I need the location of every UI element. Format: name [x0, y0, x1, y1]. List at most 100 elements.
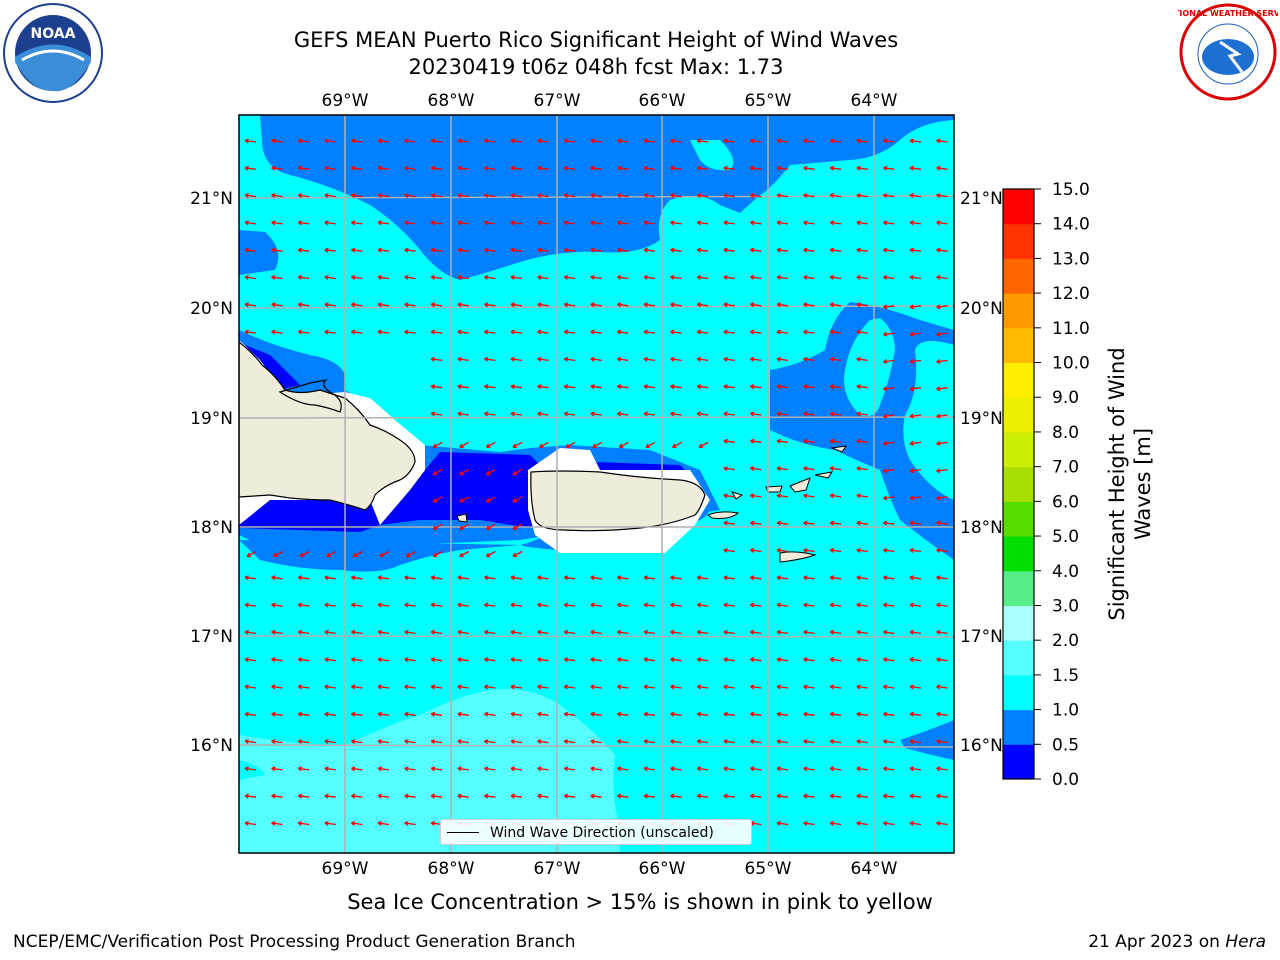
wind-wave-arrow	[936, 468, 948, 474]
wind-wave-arrow	[776, 138, 789, 144]
wind-wave-arrow	[909, 684, 922, 690]
wave-height-field	[239, 115, 954, 853]
wind-wave-arrow	[856, 329, 868, 335]
colorbar-bin	[1003, 293, 1034, 329]
wind-wave-arrow	[563, 220, 576, 226]
wind-wave-arrow	[484, 629, 496, 635]
wind-wave-arrow	[537, 220, 549, 226]
wind-wave-arrow	[617, 684, 629, 690]
wind-wave-arrow	[430, 684, 443, 690]
wind-wave-arrow	[936, 193, 948, 198]
wind-wave-arrow	[696, 793, 709, 799]
wind-wave-arrow	[617, 356, 629, 362]
wind-wave-arrow	[803, 684, 815, 690]
wind-wave-arrow	[244, 820, 257, 826]
wave-band-1.5-2.0-south	[239, 689, 620, 853]
wind-wave-arrow	[484, 575, 496, 581]
map-legend: Wind Wave Direction (unscaled)	[440, 819, 752, 845]
colorbar-bin	[1003, 397, 1034, 433]
wind-wave-arrow	[829, 411, 842, 417]
lat-labels-right: 21°N 20°N 19°N 18°N 17°N 16°N	[960, 189, 1003, 756]
wind-wave-arrow	[776, 793, 789, 799]
wind-wave-arrow	[297, 247, 310, 253]
wind-wave-arrow	[617, 302, 629, 308]
wind-wave-arrow	[750, 547, 762, 553]
wind-wave-arrow	[510, 711, 523, 717]
wind-wave-arrow	[883, 247, 895, 253]
wind-wave-arrow	[672, 441, 682, 448]
wind-wave-arrow	[750, 520, 762, 526]
wind-wave-arrow	[484, 602, 496, 608]
wind-wave-arrow	[244, 684, 257, 690]
wind-wave-arrow	[510, 138, 523, 144]
wind-wave-arrow	[829, 793, 842, 799]
wind-wave-arrow	[324, 220, 336, 226]
wind-wave-arrow	[537, 657, 549, 663]
wind-wave-arrow	[617, 766, 629, 772]
wind-wave-arrow	[883, 793, 895, 799]
wind-wave-arrow	[909, 138, 922, 144]
wind-wave-arrow	[404, 193, 416, 198]
wind-wave-arrow	[590, 711, 602, 717]
wind-wave-arrow	[430, 711, 443, 717]
wind-wave-arrow	[430, 165, 443, 171]
wind-wave-arrow	[457, 138, 469, 144]
lon-label-bottom: 65°W	[745, 859, 792, 879]
wind-wave-arrow	[643, 629, 656, 635]
wind-wave-arrow	[883, 468, 895, 474]
colorbar: 15.0 14.0 13.0 12.0 11.0 10.0 9.0 8.0 7.0 6.0 5.0 4…	[1002, 180, 1155, 790]
wind-wave-arrow	[909, 495, 922, 501]
wind-wave-arrow	[537, 329, 549, 335]
wind-wave-arrow	[643, 138, 656, 144]
wind-wave-arrow	[537, 739, 549, 744]
wind-wave-arrow	[273, 550, 283, 558]
wind-wave-arrow	[351, 138, 363, 144]
colorbar-tick-label: 3.0	[1052, 596, 1079, 616]
wind-wave-arrow	[723, 411, 735, 417]
wind-wave-arrows	[244, 138, 948, 826]
colorbar-tick-label: 8.0	[1052, 423, 1079, 443]
wind-wave-arrow	[590, 138, 602, 144]
wind-wave-arrow	[244, 302, 257, 308]
wind-wave-arrow	[909, 657, 922, 663]
wind-wave-arrow	[563, 274, 576, 280]
wind-wave-arrow	[617, 274, 629, 280]
wind-wave-arrow	[750, 302, 762, 308]
wind-wave-arrow	[617, 411, 629, 417]
wind-wave-arrow	[510, 356, 523, 362]
wind-wave-arrow	[643, 329, 656, 335]
wind-wave-arrow	[723, 384, 735, 390]
land-virgin-islands	[706, 445, 848, 563]
wave-band-0.5-1.0-west-patch	[239, 230, 279, 275]
wind-wave-arrow	[670, 575, 682, 581]
wind-wave-arrow	[856, 438, 868, 444]
wind-wave-arrow	[643, 684, 656, 690]
wind-wave-arrow	[936, 138, 948, 144]
wind-wave-arrow	[510, 165, 523, 171]
wind-wave-arrow	[803, 274, 815, 280]
wind-wave-arrow	[512, 469, 523, 476]
wind-wave-arrow	[803, 766, 815, 772]
wind-wave-arrow	[351, 793, 363, 799]
wind-wave-arrow	[590, 793, 602, 799]
wind-wave-arrow	[537, 165, 549, 171]
lon-label-top: 68°W	[428, 91, 475, 111]
wind-wave-arrow	[510, 247, 523, 253]
wind-wave-arrow	[696, 274, 709, 280]
wind-wave-arrow	[537, 356, 549, 362]
wind-wave-arrow	[776, 739, 789, 744]
colorbar-bin	[1003, 466, 1034, 502]
wind-wave-arrow	[856, 684, 868, 690]
wind-wave-arrow	[856, 466, 868, 471]
wind-wave-arrow	[590, 329, 602, 335]
wind-wave-arrow	[297, 657, 310, 663]
wind-wave-arrow	[537, 602, 549, 608]
wind-wave-arrow	[297, 138, 310, 144]
wind-wave-arrow	[271, 302, 283, 308]
wind-wave-arrow	[883, 304, 895, 310]
wind-wave-arrow	[590, 193, 602, 198]
wind-wave-arrow	[244, 274, 257, 280]
wind-wave-arrow	[324, 602, 336, 608]
wind-wave-arrow	[459, 441, 470, 448]
wind-wave-arrow	[457, 384, 469, 390]
